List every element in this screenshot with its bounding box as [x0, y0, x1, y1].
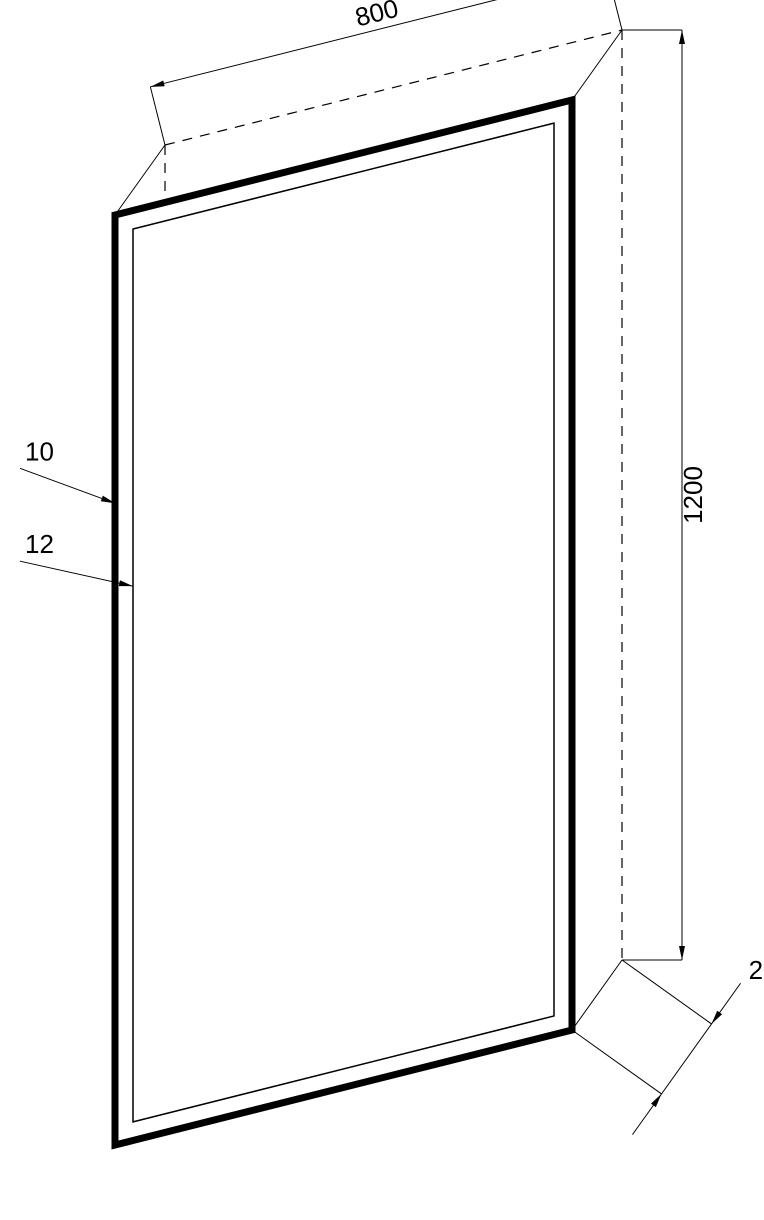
ext-width-left: [150, 87, 165, 145]
edge-depth-tr: [572, 30, 622, 100]
arrow-12: [119, 580, 133, 586]
technical-drawing: 800 1200 25 10 12: [0, 0, 764, 1220]
leader-10: [20, 468, 115, 503]
arrow-height-top: [679, 30, 685, 44]
arrow-depth-back: [712, 1011, 723, 1024]
dim-depth-value: 25: [749, 955, 764, 985]
ext-width-right: [607, 0, 622, 30]
ext-depth-front: [572, 1030, 662, 1094]
edge-depth-br: [572, 960, 622, 1030]
dim-width-value: 800: [352, 0, 401, 32]
dim-10-value: 10: [25, 436, 54, 466]
arrow-width-left: [150, 80, 164, 86]
front-inner-frame: [133, 123, 554, 1122]
arrow-height-bottom: [679, 946, 685, 960]
dim-12-value: 12: [25, 529, 54, 559]
front-frame: [115, 100, 572, 1145]
arrow-depth-front: [651, 1094, 662, 1107]
ext-depth-back: [622, 960, 712, 1024]
dim-height-value: 1200: [678, 466, 708, 524]
